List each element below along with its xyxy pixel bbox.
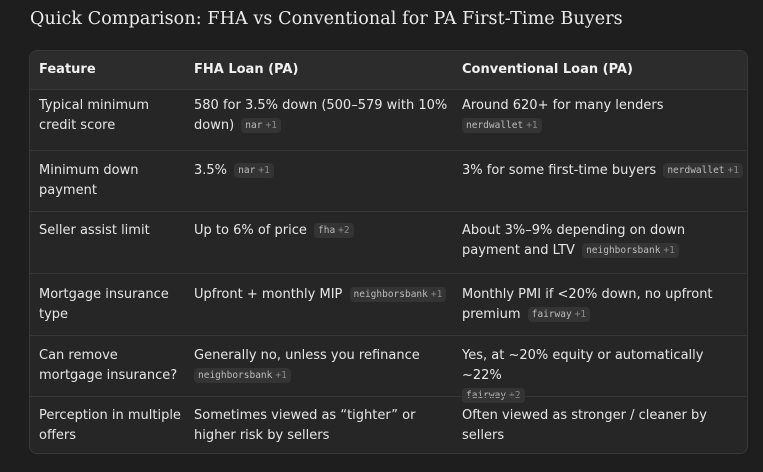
fha-cell: Up to 6% of price fha +2 [194, 221, 449, 241]
citation-chip[interactable]: neighborsbank +1 [349, 287, 447, 302]
citation-more: +1 [258, 165, 270, 176]
citation-source: fha [318, 225, 336, 236]
citation-more: +1 [265, 120, 277, 131]
feature-cell: Typical minimum credit score [39, 98, 150, 133]
conventional-value: About 3%–9% depending on down payment an… [462, 223, 686, 258]
conventional-cell: Around 620+ for many lenders nerdwallet +… [462, 96, 746, 136]
citation-chip[interactable]: neighborsbank +1 [194, 368, 291, 383]
citation-chip[interactable]: fairway +1 [527, 307, 591, 322]
citation-more: +2 [509, 390, 521, 401]
table-row: Can remove mortgage insurance? Generally… [30, 335, 747, 403]
table-row: Perception in multiple offers Sometimes … [30, 396, 747, 453]
fha-value: Upfront + monthly MIP [194, 287, 343, 302]
fha-value: 580 for 3.5% down (500–579 with 10% down… [194, 98, 448, 133]
citation-source: nar [238, 165, 256, 176]
conventional-cell: Often viewed as stronger / cleaner by se… [462, 408, 707, 443]
citation-source: neighborsbank [353, 289, 428, 300]
citation-more: +2 [338, 225, 350, 236]
citation-more: +1 [663, 245, 675, 256]
fha-cell: 580 for 3.5% down (500–579 with 10% down… [194, 96, 449, 136]
feature-cell: Seller assist limit [39, 223, 150, 238]
conventional-value: 3% for some first-time buyers [462, 163, 657, 178]
conventional-value: Around 620+ for many lenders [462, 98, 664, 113]
citation-more: +1 [574, 309, 587, 320]
fha-cell: 3.5% nar +1 [194, 161, 449, 181]
comparison-table: Feature FHA Loan (PA) Conventional Loan … [29, 50, 748, 454]
table-row: Mortgage insurance type Upfront + monthl… [30, 273, 747, 335]
citation-more: +1 [430, 289, 443, 300]
fha-cell: Sometimes viewed as “tighter” or higher … [194, 408, 416, 443]
header-feature: Feature [39, 62, 96, 77]
citation-source: neighborsbank [198, 370, 273, 381]
table-row: Seller assist limit Up to 6% of price fh… [30, 211, 747, 273]
fha-value: Up to 6% of price [194, 223, 307, 238]
citation-chip[interactable]: nar +1 [234, 163, 274, 178]
citation-chip[interactable]: nar +1 [241, 118, 281, 133]
conventional-cell: Monthly PMI if <20% down, no upfront pre… [462, 285, 746, 325]
citation-source: nerdwallet [466, 120, 524, 131]
table-row: Minimum down payment 3.5% nar +1 3% for s… [30, 150, 747, 211]
page-title: Quick Comparison: FHA vs Conventional fo… [30, 9, 623, 29]
fha-cell: Upfront + monthly MIP neighborsbank +1 [194, 285, 449, 305]
feature-cell: Mortgage insurance type [39, 287, 169, 322]
fha-value: 3.5% [194, 163, 228, 178]
fha-cell: Generally no, unless you refinance neigh… [194, 346, 449, 386]
citation-chip[interactable]: nerdwallet +1 [663, 163, 743, 178]
citation-source: fairway [531, 309, 572, 320]
feature-cell: Can remove mortgage insurance? [39, 348, 178, 383]
citation-more: +1 [727, 165, 739, 176]
citation-source: nar [245, 120, 263, 131]
conventional-cell: About 3%–9% depending on down payment an… [462, 221, 746, 261]
table-row: Typical minimum credit score 580 for 3.5… [30, 89, 747, 150]
fha-value: Generally no, unless you refinance [194, 348, 420, 363]
header-fha: FHA Loan (PA) [194, 62, 299, 77]
conventional-value: Monthly PMI if <20% down, no upfront pre… [462, 287, 713, 322]
conventional-cell: Yes, at ~20% equity or automatically ~22… [462, 346, 746, 406]
conventional-value: Yes, at ~20% equity or automatically ~22… [462, 348, 704, 383]
citation-source: fairway [466, 390, 507, 401]
citation-source: neighborsbank [586, 245, 661, 256]
citation-chip[interactable]: neighborsbank +1 [582, 243, 679, 258]
feature-cell: Perception in multiple offers [39, 408, 181, 443]
header-conventional: Conventional Loan (PA) [462, 62, 633, 77]
citation-more: +1 [275, 370, 287, 381]
feature-cell: Minimum down payment [39, 163, 139, 198]
citation-source: nerdwallet [667, 165, 725, 176]
conventional-cell: 3% for some first-time buyers nerdwallet… [462, 161, 746, 181]
citation-chip[interactable]: fairway +2 [462, 388, 525, 403]
citation-more: +1 [526, 120, 538, 131]
citation-chip[interactable]: fha +2 [314, 223, 354, 238]
citation-chip[interactable]: nerdwallet +1 [462, 118, 542, 133]
table-header-row: Feature FHA Loan (PA) Conventional Loan … [30, 51, 747, 89]
